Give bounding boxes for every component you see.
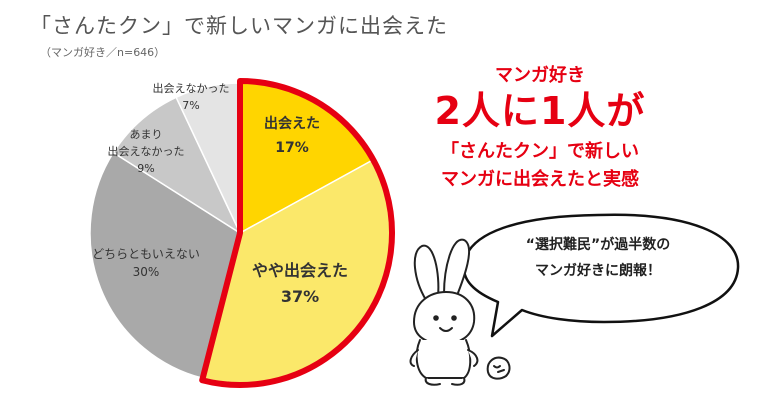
slice-value-1: 17% bbox=[275, 140, 309, 156]
headline-line-2: 2人に1人が bbox=[434, 89, 646, 133]
headline-line-4: マンガに出会えたと実感 bbox=[441, 169, 639, 190]
chart-title: 「さんたクン」で新しいマンガに出会えた bbox=[30, 14, 448, 38]
slice-value-3: 30% bbox=[133, 265, 160, 279]
highlight-outline bbox=[199, 78, 395, 388]
pie-slice-3 bbox=[89, 151, 241, 380]
slice-value-2: 37% bbox=[281, 287, 319, 306]
slice-label-3: どちらともいえない bbox=[92, 247, 200, 261]
slice-label-2: やや出会えた bbox=[252, 261, 348, 280]
slice-value-4: 9% bbox=[137, 162, 154, 175]
headline-line-3: 「さんたクン」で新しい bbox=[441, 141, 639, 162]
speech-bubble-line-1: “選択難民”が過半数の bbox=[525, 237, 671, 253]
highlight-layer bbox=[199, 78, 395, 388]
speech-bubble-line-2: マンガ好きに朗報！ bbox=[535, 263, 661, 279]
headline-line-1: マンガ好き bbox=[495, 65, 585, 86]
pie-slice-4 bbox=[112, 96, 242, 236]
slice-value-5: 7% bbox=[182, 99, 199, 112]
headline: マンガ好き 2人に1人が 「さんたクン」で新しい マンガに出会えたと実感 bbox=[400, 64, 680, 194]
slice-label-4-line-2: 出会えなかった bbox=[108, 144, 185, 158]
labels-layer: 出会えた17%やや出会えた37%どちらともいえない30%あまり出会えなかった9%… bbox=[92, 81, 348, 306]
slice-label-1: 出会えた bbox=[264, 115, 320, 132]
chart-subtitle: （マンガ好き／n=646） bbox=[40, 46, 166, 59]
speech-bubble bbox=[462, 213, 740, 338]
slice-label-4-line-1: あまり bbox=[130, 128, 163, 141]
rabbit-illustration bbox=[409, 238, 511, 386]
speech-bubble-text: “選択難民”が過半数の マンガ好きに朗報！ bbox=[488, 232, 708, 284]
slice-label-5: 出会えなかった bbox=[153, 81, 230, 95]
